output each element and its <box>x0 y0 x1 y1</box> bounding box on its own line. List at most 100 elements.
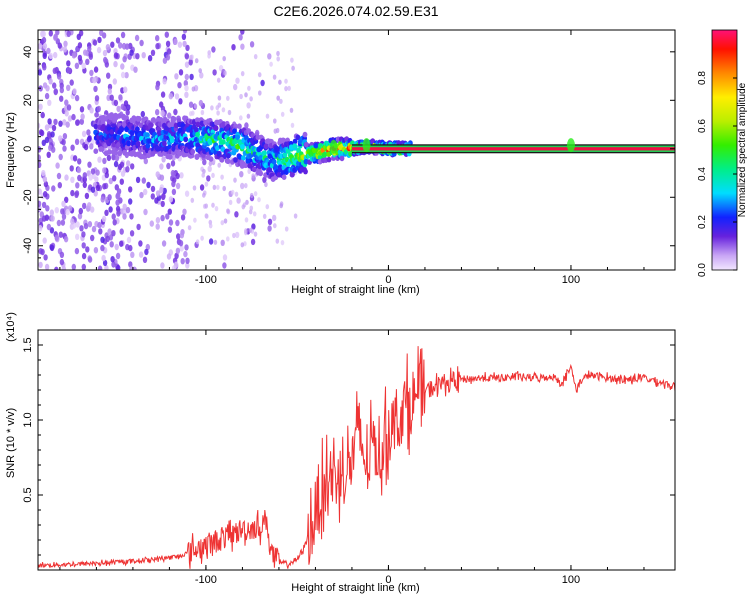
spectrogram-cell <box>303 158 309 165</box>
spectrogram-cell <box>79 106 85 113</box>
spectrogram-cell <box>237 123 242 129</box>
spectrogram-cell <box>42 176 48 183</box>
spectrogram-cell <box>95 184 101 192</box>
spectrogram-cell <box>212 69 217 76</box>
spectrogram-cell <box>267 53 272 60</box>
spectrogram-cell <box>211 46 216 53</box>
spectrogram-cell <box>150 49 156 56</box>
spectrogram-cell <box>115 37 121 44</box>
spectrogram-cell <box>114 243 119 251</box>
spectrogram-cell <box>122 203 127 210</box>
spectrogram-cell <box>194 154 200 160</box>
spectrogram-cell <box>89 143 94 150</box>
spectrogram-cell <box>71 113 76 121</box>
spectrogram-cell <box>77 42 83 49</box>
spectrogram-cell <box>90 234 95 242</box>
spectrogram-cell <box>170 160 176 167</box>
spectrogram-cell <box>240 182 245 190</box>
spectrogram-cell <box>93 148 99 154</box>
colorbar-gradient <box>711 29 738 271</box>
spectrogram-cell <box>140 110 145 118</box>
spectrogram-cell <box>162 78 167 85</box>
spectrogram-cell <box>54 266 59 270</box>
spectrogram-cell <box>116 210 121 217</box>
spectrogram-cell <box>86 136 92 143</box>
spectrogram-cell <box>235 231 240 239</box>
spectrogram-cell <box>156 130 162 136</box>
spectrogram-cell <box>249 205 254 211</box>
spectrogram-cell <box>273 223 277 229</box>
spectrogram-cell <box>81 263 86 270</box>
spectrogram-cell <box>257 72 262 78</box>
spectrogram-cell <box>129 49 134 56</box>
spectrogram-cell <box>279 203 284 209</box>
spectrogram-cell <box>117 150 123 157</box>
spectrogram-cell <box>150 185 156 193</box>
spectrogram-cell <box>167 226 173 233</box>
spectrogram-cell <box>52 67 57 75</box>
spectrogram-cell <box>38 122 41 129</box>
spectrogram-cell <box>273 164 279 170</box>
spectrogram-cell <box>93 123 99 130</box>
spectrogram-cell <box>115 199 120 206</box>
spectrogram-cell <box>184 91 189 99</box>
spectrogram-cell <box>129 213 134 220</box>
spectrogram-cell <box>251 173 255 179</box>
spectrogram-cell <box>85 58 90 65</box>
spectrogram-cell <box>51 146 56 153</box>
spectrogram-cell <box>53 34 58 41</box>
spectrogram-cell <box>219 156 225 163</box>
spectrogram-cell <box>164 31 169 38</box>
spectrogram-cell <box>125 166 130 173</box>
spectrogram-cell <box>58 231 63 238</box>
spectrogram-cell <box>87 202 92 209</box>
spectrogram-cell <box>208 223 213 229</box>
spectrogram-cell <box>63 196 69 203</box>
spectrogram-cell <box>178 98 183 105</box>
spectrogram-cell <box>199 120 205 127</box>
spectrogram-cell <box>220 174 224 180</box>
spectrogram-cell <box>77 54 83 62</box>
spectrogram-cell <box>149 220 154 227</box>
spectrogram-cell <box>216 110 220 116</box>
spectrogram-cell <box>238 34 243 41</box>
spectrogram-cell <box>182 208 187 215</box>
spectrogram-cell <box>155 145 160 152</box>
spectrogram-cell <box>175 182 181 190</box>
spectrogram-cell <box>42 52 47 59</box>
spectrogram-cell <box>82 181 88 189</box>
spectrogram-cell <box>48 52 53 60</box>
spectrogram-cell <box>177 41 183 48</box>
x-tick-label: 100 <box>562 274 580 286</box>
spectrogram-cell <box>171 188 177 196</box>
spectrogram-cell <box>258 90 262 96</box>
spectrogram-cell <box>162 57 168 64</box>
spectrogram-cell <box>119 178 125 185</box>
spectrogram-cell <box>173 38 178 45</box>
spectrogram-cell <box>64 110 69 117</box>
spectrogram-cell <box>74 138 80 145</box>
colorbar-tick-label: 0.0 <box>697 263 708 277</box>
spectrogram-cell <box>106 118 112 125</box>
spectrogram-cell <box>76 166 82 174</box>
spectrogram-cell <box>59 258 65 266</box>
snr-axes: -100 0 100 0.5 1.0 1.5 <box>22 330 675 586</box>
spectrogram-cell <box>70 189 75 197</box>
spectrogram-cell <box>244 183 248 189</box>
spectrogram-cell <box>54 207 59 214</box>
spectrogram-cell <box>99 30 104 37</box>
spectrogram-cell <box>251 223 256 230</box>
spectrogram-cell <box>226 95 230 101</box>
spectrogram-cell <box>48 78 53 85</box>
spectrogram-cell <box>102 259 108 267</box>
spectrogram-cell <box>55 162 60 169</box>
spectrogram-cell <box>193 103 198 109</box>
spectrogram-cell <box>72 88 77 95</box>
spectrogram-cell <box>58 135 63 142</box>
spectrogram-cell <box>92 39 98 46</box>
spectrogram-cell <box>179 172 184 179</box>
spectrogram-cell <box>171 171 176 178</box>
snr-x-axis-label: Height of straight line (km) <box>291 582 419 594</box>
spectrogram-cell <box>38 103 43 111</box>
spectrogram-cell <box>46 151 51 158</box>
